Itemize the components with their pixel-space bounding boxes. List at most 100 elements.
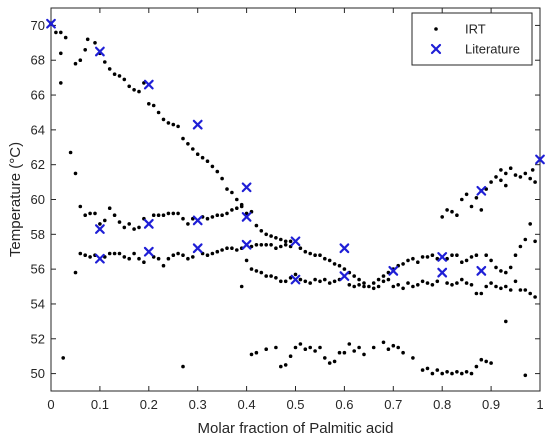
irt-point bbox=[186, 256, 190, 261]
irt-point bbox=[528, 176, 532, 181]
irt-point bbox=[435, 279, 440, 284]
irt-point bbox=[205, 159, 210, 163]
irt-point bbox=[406, 258, 410, 263]
irt-point bbox=[269, 243, 273, 247]
irt-point bbox=[103, 218, 107, 223]
data-points bbox=[46, 18, 545, 378]
irt-point bbox=[450, 283, 454, 287]
x-tick-label: 0 bbox=[47, 397, 54, 412]
irt-point bbox=[171, 122, 176, 127]
x-tick-label: 0.9 bbox=[482, 397, 500, 412]
irt-point bbox=[523, 171, 528, 176]
irt-point bbox=[342, 350, 347, 355]
irt-point bbox=[513, 173, 518, 177]
irt-point bbox=[464, 258, 469, 263]
irt-point bbox=[406, 281, 410, 285]
irt-point bbox=[235, 197, 239, 202]
irt-point bbox=[411, 284, 415, 289]
irt-point bbox=[200, 155, 205, 160]
irt-point bbox=[455, 213, 459, 217]
irt-point bbox=[288, 239, 293, 244]
irt-point bbox=[416, 260, 420, 265]
irt-point bbox=[523, 288, 528, 292]
irt-point bbox=[313, 277, 317, 282]
literature-point bbox=[535, 154, 545, 165]
irt-point bbox=[318, 253, 322, 257]
irt-point bbox=[176, 211, 180, 216]
irt-point bbox=[171, 253, 176, 257]
literature-point bbox=[241, 182, 252, 193]
irt-point bbox=[93, 211, 97, 216]
irt-point bbox=[186, 222, 190, 226]
irt-point bbox=[337, 263, 342, 268]
irt-point bbox=[347, 283, 352, 287]
series-irt bbox=[49, 21, 537, 378]
literature-point bbox=[388, 265, 399, 276]
irt-point bbox=[499, 178, 503, 183]
x-tick-label: 0.8 bbox=[433, 397, 451, 412]
irt-point bbox=[239, 284, 244, 289]
irt-point bbox=[73, 270, 78, 275]
irt-point bbox=[137, 225, 141, 230]
irt-point bbox=[504, 319, 508, 324]
irt-point bbox=[323, 356, 327, 360]
irt-point bbox=[151, 213, 156, 217]
irt-point bbox=[210, 215, 215, 219]
irt-point bbox=[225, 246, 229, 250]
y-tick-label: 56 bbox=[31, 262, 45, 277]
x-tick-label: 0.7 bbox=[384, 397, 402, 412]
irt-point bbox=[455, 281, 459, 285]
irt-point bbox=[469, 371, 474, 376]
irt-point bbox=[494, 175, 498, 179]
y-tick-label: 62 bbox=[31, 157, 45, 172]
irt-point bbox=[513, 253, 518, 257]
irt-point bbox=[279, 364, 283, 369]
irt-point bbox=[362, 352, 366, 357]
irt-point bbox=[215, 213, 220, 217]
irt-point bbox=[112, 213, 117, 217]
irt-point bbox=[156, 213, 161, 217]
irt-point bbox=[474, 364, 479, 369]
literature-point bbox=[241, 239, 252, 250]
irt-point bbox=[166, 256, 171, 261]
literature-point bbox=[46, 18, 56, 29]
irt-point bbox=[494, 265, 498, 270]
x-tick-label: 0.1 bbox=[91, 397, 109, 412]
irt-point bbox=[122, 225, 127, 230]
irt-point bbox=[283, 363, 288, 367]
literature-point bbox=[339, 243, 350, 254]
irt-point bbox=[494, 284, 498, 289]
irt-point bbox=[107, 67, 112, 71]
irt-point bbox=[283, 279, 288, 284]
irt-point bbox=[283, 243, 288, 247]
irt-point bbox=[376, 284, 381, 289]
irt-point bbox=[376, 277, 381, 282]
irt-point bbox=[401, 262, 405, 266]
irt-point bbox=[489, 258, 493, 263]
y-tick-label: 54 bbox=[31, 296, 45, 311]
irt-point bbox=[215, 169, 220, 174]
irt-point bbox=[484, 359, 489, 364]
irt-point bbox=[528, 222, 532, 226]
irt-point bbox=[504, 284, 508, 289]
irt-point bbox=[513, 279, 518, 284]
irt-point bbox=[430, 283, 435, 287]
irt-point bbox=[518, 175, 523, 179]
legend-box bbox=[411, 12, 533, 66]
literature-point bbox=[192, 243, 203, 254]
irt-point bbox=[469, 204, 474, 209]
irt-point bbox=[357, 277, 361, 282]
irt-point bbox=[59, 51, 63, 56]
irt-point bbox=[303, 279, 308, 284]
irt-point bbox=[332, 279, 337, 284]
irt-point bbox=[386, 277, 391, 282]
irt-point bbox=[279, 279, 283, 284]
irt-point bbox=[318, 345, 322, 350]
legend-marker-irt bbox=[434, 27, 438, 31]
irt-point bbox=[430, 371, 435, 376]
irt-point bbox=[264, 232, 269, 237]
legend-marker-literature bbox=[430, 43, 442, 55]
irt-point bbox=[254, 223, 259, 228]
irt-point bbox=[137, 256, 141, 261]
irt-point bbox=[313, 349, 317, 353]
